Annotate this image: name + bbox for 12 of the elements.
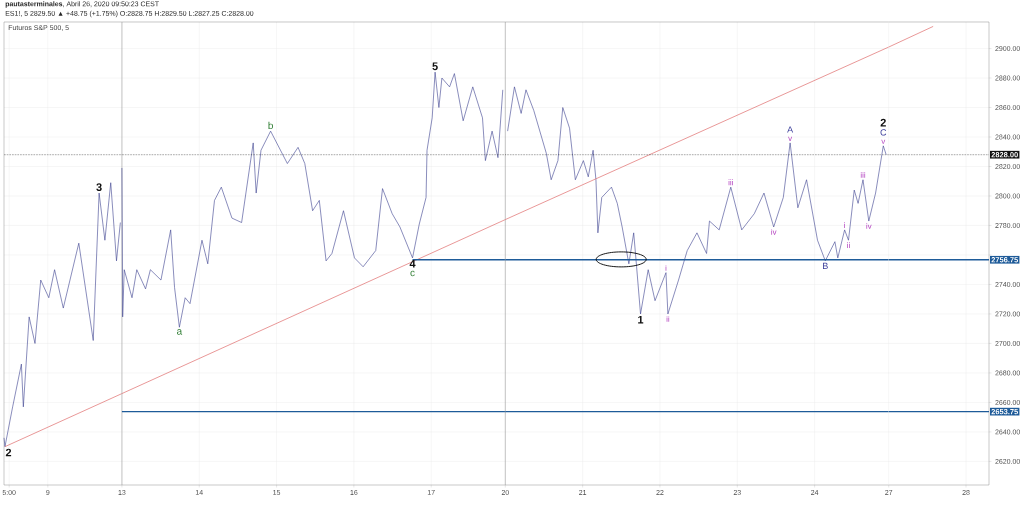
annotation: 4 <box>409 259 416 268</box>
annotation: B <box>823 262 828 270</box>
annotation: 2 <box>880 118 886 127</box>
annotation: 1 <box>638 315 644 324</box>
annotation: C <box>880 129 887 136</box>
annotation: A <box>787 126 794 133</box>
annotation: 3 <box>96 183 102 192</box>
annotation: 2 <box>5 448 12 457</box>
annotation: c <box>410 270 415 277</box>
annotation: b <box>268 121 273 130</box>
annotation: 5 <box>432 62 438 71</box>
annotation: a <box>177 329 183 335</box>
